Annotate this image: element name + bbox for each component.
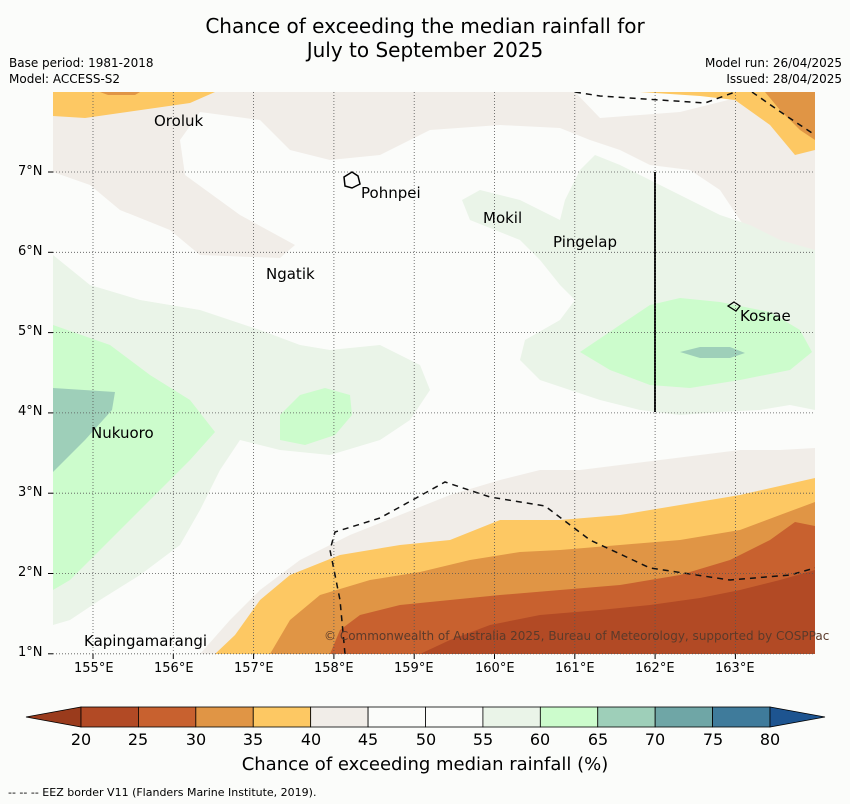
colorbar-tick: 20: [71, 730, 91, 749]
colorbar-bin: [368, 707, 425, 727]
lat-tick: 2°N: [18, 565, 43, 580]
colorbar-tick: 40: [301, 730, 321, 749]
place-label-mokil: Mokil: [483, 209, 522, 227]
place-label-pingelap: Pingelap: [553, 233, 617, 251]
lon-tick: 156°E: [154, 661, 194, 676]
colorbar-tick: 50: [416, 730, 436, 749]
colorbar-bin: [311, 707, 368, 727]
lat-tick: 5°N: [18, 324, 43, 339]
colorbar-extend-low: [26, 707, 81, 727]
lon-tick: 155°E: [74, 661, 114, 676]
lon-tick: 159°E: [394, 661, 434, 676]
colorbar-bin: [138, 707, 195, 727]
lat-tick: 4°N: [18, 404, 43, 419]
place-label-kapingamarangi: Kapingamarangi: [84, 632, 207, 650]
colorbar-bin: [713, 707, 770, 727]
lat-tick: 1°N: [18, 645, 43, 660]
colorbar-title: Chance of exceeding median rainfall (%): [0, 754, 850, 775]
probability-field: [53, 92, 815, 654]
lon-tick: 158°E: [314, 661, 354, 676]
colorbar-bin: [253, 707, 310, 727]
colorbar-tick: 25: [128, 730, 148, 749]
colorbar-bin: [598, 707, 655, 727]
copyright-notice: © Commonwealth of Australia 2025, Bureau…: [324, 629, 829, 643]
colorbar-tick: 45: [358, 730, 378, 749]
colorbar-extend-high: [770, 707, 825, 727]
place-label-pohnpei: Pohnpei: [361, 184, 421, 202]
lon-tick: 162°E: [635, 661, 675, 676]
colorbar: [26, 707, 825, 727]
colorbar-tick: 75: [703, 730, 723, 749]
lat-tick: 6°N: [18, 244, 43, 259]
colorbar-bin: [655, 707, 712, 727]
lon-tick: 157°E: [234, 661, 274, 676]
lon-tick: 163°E: [715, 661, 755, 676]
colorbar-bin: [540, 707, 597, 727]
lon-tick: 160°E: [475, 661, 515, 676]
colorbar-tick: 60: [530, 730, 550, 749]
colorbar-tick: 80: [760, 730, 780, 749]
place-label-nukuoro: Nukuoro: [91, 424, 154, 442]
colorbar-tick: 65: [588, 730, 608, 749]
lat-tick: 3°N: [18, 485, 43, 500]
lon-tick: 161°E: [555, 661, 595, 676]
place-label-ngatik: Ngatik: [266, 265, 315, 283]
lat-tick: 7°N: [18, 164, 43, 179]
colorbar-bin: [81, 707, 138, 727]
colorbar-tick: 30: [186, 730, 206, 749]
colorbar-bin: [426, 707, 483, 727]
colorbar-tick: 70: [645, 730, 665, 749]
colorbar-bin: [196, 707, 253, 727]
place-label-oroluk: Oroluk: [154, 112, 203, 130]
eez-footnote: -- -- -- EEZ border V11 (Flanders Marine…: [8, 786, 316, 799]
colorbar-tick: 55: [473, 730, 493, 749]
colorbar-tick: 35: [243, 730, 263, 749]
colorbar-bin: [483, 707, 540, 727]
place-label-kosrae: Kosrae: [740, 307, 791, 325]
rainfall-map: [0, 0, 850, 804]
